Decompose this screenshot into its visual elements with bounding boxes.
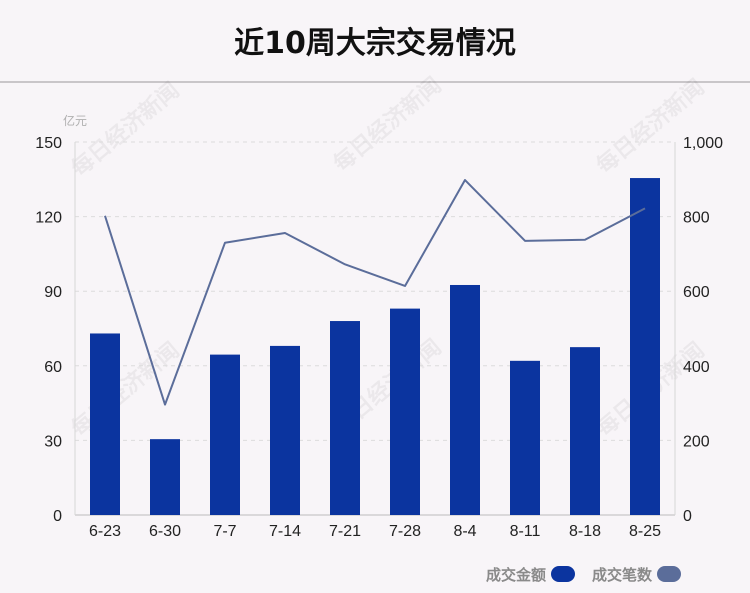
bar	[570, 347, 600, 515]
watermark-text: 每日经济新闻	[67, 337, 185, 442]
watermark-text: 每日经济新闻	[67, 77, 185, 182]
x-tick-label: 7-21	[329, 523, 361, 540]
bar	[630, 178, 660, 515]
bar	[390, 308, 420, 515]
bar	[90, 333, 120, 515]
legend-label-amount: 成交金额	[486, 565, 547, 584]
y-left-tick-label: 90	[44, 284, 62, 301]
y-left-tick-label: 0	[53, 508, 62, 525]
y-right-tick-label: 600	[683, 284, 710, 301]
x-tick-label: 7-14	[269, 523, 301, 540]
y-right-tick-label: 200	[683, 433, 710, 450]
legend-swatch-count	[657, 566, 682, 582]
bar	[510, 360, 540, 515]
y-left-tick-label: 60	[44, 359, 62, 376]
x-tick-label: 7-7	[213, 523, 236, 540]
y-left-unit-label: 亿元	[63, 113, 87, 128]
title-divider	[0, 81, 750, 83]
watermark-text: 每日经济新闻	[329, 72, 447, 177]
y-right-tick-label: 800	[683, 210, 710, 227]
line-series	[104, 179, 646, 406]
bar-series	[90, 178, 660, 515]
legend-item-count: 成交笔数	[592, 564, 682, 584]
x-tick-label: 6-30	[149, 523, 181, 540]
legend-swatch-amount	[551, 566, 576, 582]
bar	[150, 439, 180, 515]
watermark-text: 每日经济新闻	[592, 74, 710, 179]
y-right-tick-label: 1,000	[683, 135, 723, 152]
legend-item-amount: 成交金额	[486, 564, 576, 584]
x-tick-label: 7-28	[389, 523, 421, 540]
page-title: 近10周大宗交易情况	[234, 26, 516, 61]
x-tick-label: 6-23	[89, 523, 121, 540]
watermark-layer: 每日经济新闻每日经济新闻每日经济新闻每日经济新闻每日经济新闻每日经济新闻	[67, 72, 710, 442]
x-tick-label: 8-4	[453, 523, 476, 540]
y-right-tick-label: 0	[683, 508, 692, 525]
bar	[450, 284, 480, 515]
x-tick-label: 8-25	[629, 523, 661, 540]
series-line	[104, 179, 646, 406]
tick-labels: 0 30 60 90 120 150 0 200 400 600 800 1,000 6-23 6-30 7…	[35, 113, 723, 540]
x-tick-label: 8-11	[510, 523, 541, 540]
bar	[210, 354, 240, 515]
y-left-tick-label: 30	[44, 433, 62, 450]
bar	[270, 345, 300, 515]
y-left-tick-label: 120	[35, 210, 62, 227]
legend-label-count: 成交笔数	[592, 565, 653, 584]
y-left-tick-label: 150	[35, 135, 62, 152]
x-tick-label: 8-18	[569, 523, 601, 540]
bar	[330, 321, 360, 515]
y-right-tick-label: 400	[683, 359, 710, 376]
